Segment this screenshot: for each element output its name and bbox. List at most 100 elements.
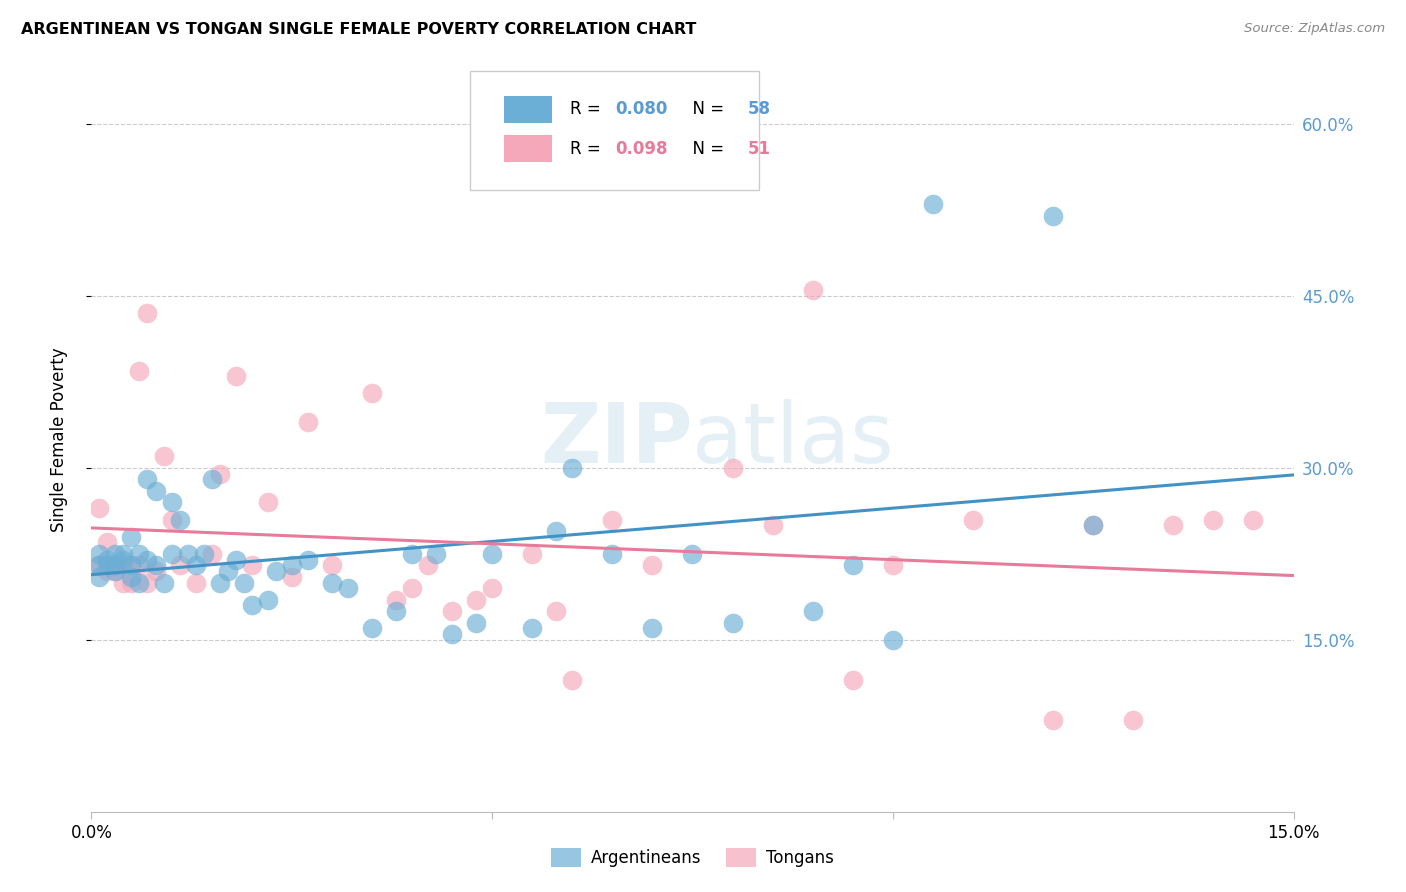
Point bbox=[561, 461, 583, 475]
Point bbox=[1083, 518, 1105, 533]
Text: R =: R = bbox=[569, 101, 606, 119]
Point bbox=[1083, 518, 1105, 533]
Text: 58: 58 bbox=[748, 101, 770, 119]
Point bbox=[1042, 713, 1064, 727]
Point bbox=[1122, 713, 1144, 727]
Point bbox=[121, 570, 143, 584]
Point bbox=[96, 558, 118, 573]
Point bbox=[602, 512, 624, 526]
Point bbox=[281, 570, 304, 584]
Point bbox=[104, 564, 127, 578]
Point bbox=[152, 575, 174, 590]
Point bbox=[112, 547, 135, 561]
Point bbox=[121, 530, 143, 544]
Point bbox=[481, 547, 503, 561]
Point bbox=[152, 450, 174, 464]
Point bbox=[225, 369, 247, 384]
Point bbox=[112, 552, 135, 566]
Point bbox=[112, 558, 135, 573]
Point bbox=[104, 564, 127, 578]
Point bbox=[440, 604, 463, 618]
Point bbox=[96, 535, 118, 549]
Point bbox=[89, 570, 111, 584]
Point bbox=[465, 615, 488, 630]
Point bbox=[922, 197, 945, 211]
Point bbox=[962, 512, 984, 526]
Point bbox=[193, 547, 215, 561]
Point bbox=[522, 547, 544, 561]
Point bbox=[762, 518, 785, 533]
Point bbox=[145, 558, 167, 573]
Point bbox=[256, 495, 278, 509]
Point bbox=[121, 558, 143, 573]
Point bbox=[1163, 518, 1185, 533]
Text: 0.080: 0.080 bbox=[616, 101, 668, 119]
Point bbox=[360, 621, 382, 635]
Point bbox=[176, 547, 198, 561]
Point bbox=[240, 599, 263, 613]
Point bbox=[522, 621, 544, 635]
Text: N =: N = bbox=[682, 140, 728, 158]
Point bbox=[1243, 512, 1265, 526]
Point bbox=[297, 415, 319, 429]
Point bbox=[401, 547, 423, 561]
FancyBboxPatch shape bbox=[503, 136, 551, 162]
Point bbox=[882, 558, 904, 573]
Point bbox=[1042, 209, 1064, 223]
Point bbox=[801, 284, 824, 298]
Point bbox=[256, 592, 278, 607]
Point bbox=[225, 552, 247, 566]
Point bbox=[145, 564, 167, 578]
Point bbox=[385, 592, 408, 607]
Point bbox=[136, 306, 159, 320]
Point bbox=[841, 558, 863, 573]
Point bbox=[169, 558, 191, 573]
Point bbox=[160, 495, 183, 509]
Point bbox=[128, 547, 150, 561]
Point bbox=[641, 621, 664, 635]
Point bbox=[145, 483, 167, 498]
Point bbox=[169, 512, 191, 526]
Point bbox=[546, 524, 568, 538]
Point bbox=[201, 547, 224, 561]
Point bbox=[96, 564, 118, 578]
Legend: Argentineans, Tongans: Argentineans, Tongans bbox=[544, 841, 841, 874]
Point bbox=[128, 363, 150, 377]
Point bbox=[440, 627, 463, 641]
Point bbox=[641, 558, 664, 573]
Point bbox=[136, 575, 159, 590]
Point bbox=[160, 547, 183, 561]
Point bbox=[360, 386, 382, 401]
FancyBboxPatch shape bbox=[503, 96, 551, 123]
Point bbox=[416, 558, 439, 573]
Point bbox=[104, 558, 127, 573]
Text: Source: ZipAtlas.com: Source: ZipAtlas.com bbox=[1244, 22, 1385, 36]
Point bbox=[721, 615, 744, 630]
Point bbox=[882, 632, 904, 647]
Point bbox=[89, 547, 111, 561]
Point bbox=[104, 547, 127, 561]
Point bbox=[841, 673, 863, 687]
Point bbox=[321, 558, 343, 573]
Point bbox=[681, 547, 703, 561]
Text: N =: N = bbox=[682, 101, 728, 119]
Text: atlas: atlas bbox=[692, 399, 894, 480]
Point bbox=[89, 558, 111, 573]
Point bbox=[112, 575, 135, 590]
Point bbox=[217, 564, 239, 578]
Point bbox=[401, 582, 423, 596]
Text: R =: R = bbox=[569, 140, 606, 158]
Point bbox=[184, 558, 207, 573]
Point bbox=[546, 604, 568, 618]
Point bbox=[297, 552, 319, 566]
Text: 51: 51 bbox=[748, 140, 770, 158]
Point bbox=[160, 512, 183, 526]
Point bbox=[128, 558, 150, 573]
Point bbox=[425, 547, 447, 561]
Point bbox=[281, 558, 304, 573]
Point bbox=[104, 558, 127, 573]
Point bbox=[201, 472, 224, 486]
Point bbox=[264, 564, 287, 578]
Point bbox=[121, 558, 143, 573]
Point bbox=[136, 472, 159, 486]
